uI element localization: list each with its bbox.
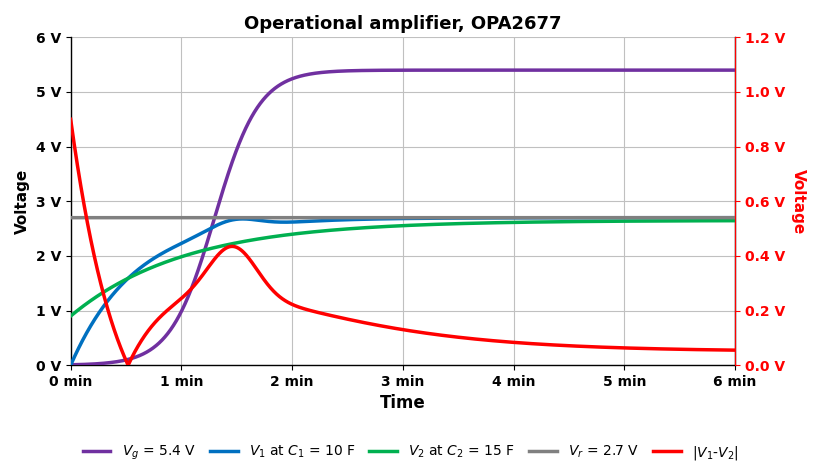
Y-axis label: Voltage: Voltage: [15, 169, 30, 234]
X-axis label: Time: Time: [380, 395, 426, 412]
Y-axis label: Voltage: Voltage: [791, 169, 806, 234]
Legend: $V_g$ = 5.4 V, $V_1$ at $C_1$ = 10 F, $V_2$ at $C_2$ = 15 F, $V_r$ = 2.7 V, $|V_: $V_g$ = 5.4 V, $V_1$ at $C_1$ = 10 F, $V…: [77, 438, 744, 468]
Title: Operational amplifier, OPA2677: Operational amplifier, OPA2677: [244, 15, 562, 33]
